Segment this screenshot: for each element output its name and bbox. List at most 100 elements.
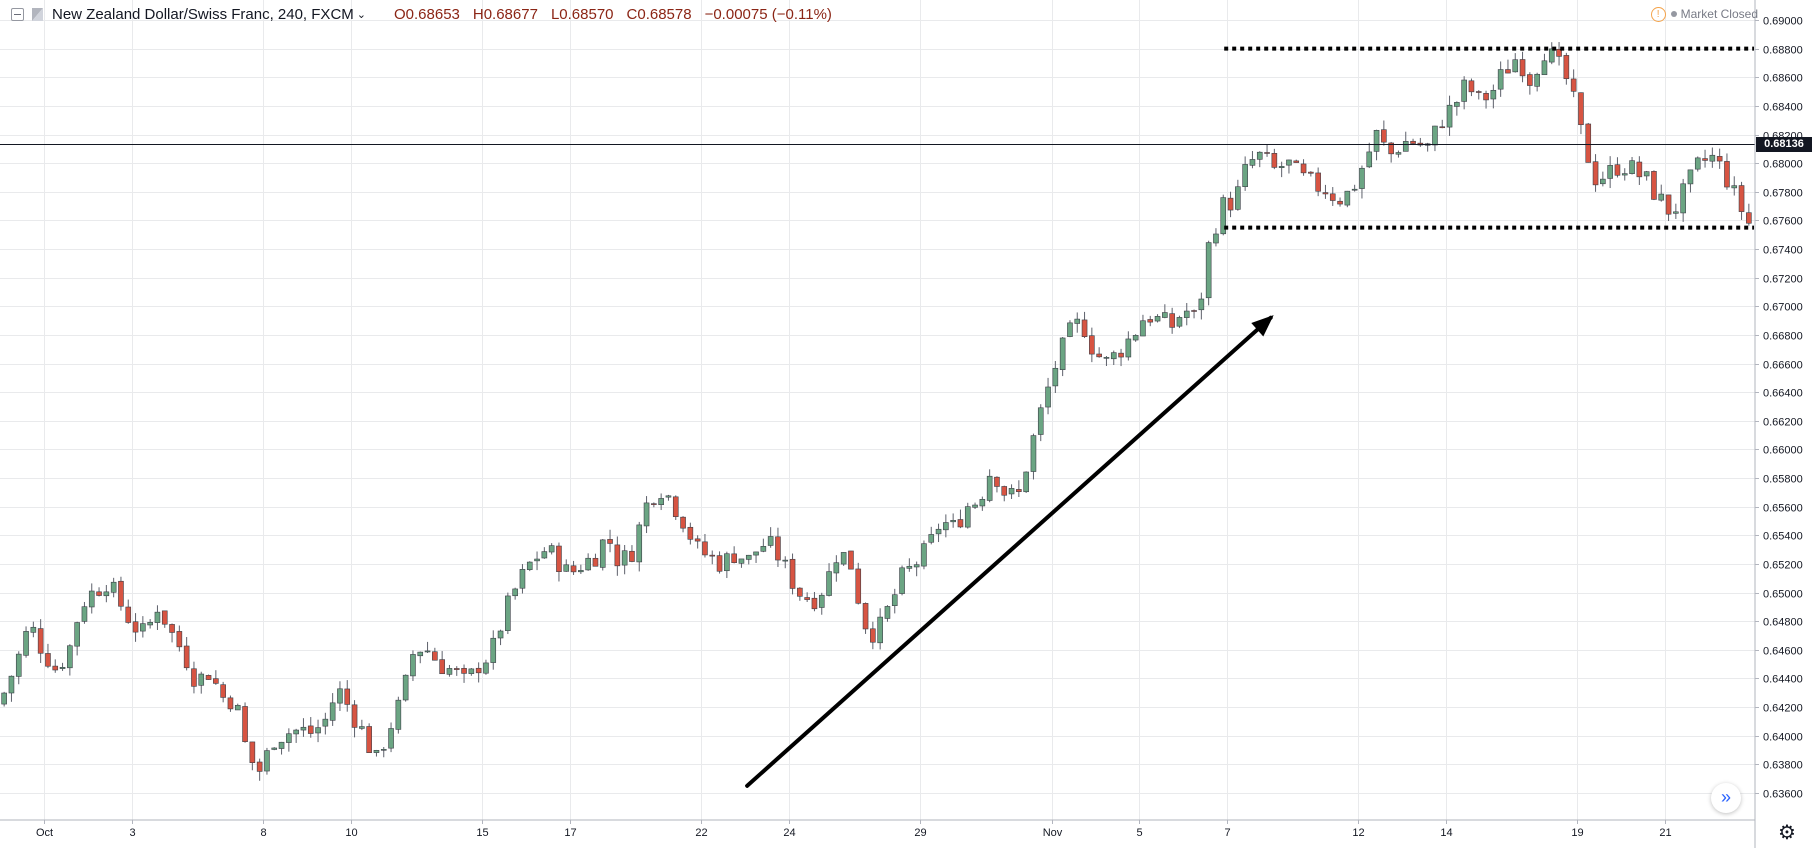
candle-body (461, 668, 467, 674)
collapse-icon[interactable] (11, 7, 24, 21)
candle-body (870, 628, 876, 643)
candle-body (570, 565, 577, 573)
price-tick-label: 0.65400 (1763, 531, 1803, 543)
candle-body (1694, 157, 1701, 170)
candle-body (1475, 91, 1482, 93)
candle-body (23, 631, 29, 656)
candle-body (519, 569, 526, 589)
chart-header: New Zealand Dollar/Swiss Franc, 240, FXC… (0, 0, 1755, 28)
candle-body (59, 667, 66, 669)
candle-body (300, 726, 307, 731)
candle-body (1570, 78, 1577, 92)
candle-body (8, 675, 15, 694)
candle-body (534, 558, 540, 562)
candle-body (264, 750, 270, 772)
candle-body (862, 603, 869, 630)
candle-body (1607, 165, 1613, 179)
candle-body (1081, 319, 1088, 338)
time-tick-label: 10 (345, 827, 357, 839)
candle-body (1023, 471, 1029, 493)
candle-body (213, 678, 219, 684)
candle-body (1461, 79, 1467, 102)
candle-body (234, 704, 241, 711)
candle-body (1665, 194, 1672, 215)
candle-body (1351, 188, 1358, 191)
price-tick-label: 0.66800 (1763, 331, 1803, 343)
candle-body (373, 749, 380, 753)
price-tick-label: 0.63600 (1763, 789, 1803, 801)
candle-body (198, 673, 205, 686)
double-chevron-right-icon[interactable]: » (1711, 783, 1741, 813)
candle-body (417, 651, 424, 657)
candle-body (1366, 151, 1373, 168)
candle-body (811, 597, 818, 610)
candle-body (1176, 317, 1183, 327)
candle-body (1337, 200, 1343, 205)
price-tick-label: 0.67400 (1763, 245, 1803, 257)
candle-body (694, 538, 701, 542)
candle-body (256, 761, 263, 772)
candle-body (74, 622, 80, 647)
price-tick-label: 0.66400 (1763, 388, 1803, 400)
candle-body (1147, 319, 1154, 323)
candle-body (585, 557, 591, 571)
candle-body (30, 626, 37, 633)
price-tick-label: 0.67200 (1763, 274, 1803, 286)
candle-body (906, 565, 913, 569)
candle-body (767, 536, 774, 546)
candle-body (1629, 160, 1635, 174)
candle-body (1556, 48, 1562, 57)
candle-body (1439, 126, 1446, 129)
time-tick-label: 12 (1352, 827, 1364, 839)
candle-body (329, 702, 336, 721)
price-tick-label: 0.67800 (1763, 188, 1803, 200)
candle-body (1614, 164, 1621, 176)
close-value: C0.68578 (626, 5, 692, 23)
candle-body (169, 624, 175, 633)
price-tick-label: 0.65600 (1763, 503, 1803, 515)
candle-body (797, 587, 803, 597)
price-tick-label: 0.65000 (1763, 589, 1803, 601)
candle-body (724, 553, 730, 572)
candle-body (1527, 74, 1533, 86)
candle-body (745, 554, 752, 560)
candle-body (96, 591, 102, 596)
price-tick-label: 0.68000 (1763, 159, 1803, 171)
candle-body (826, 571, 832, 596)
price-tick-label: 0.64200 (1763, 703, 1803, 715)
candle-body (1286, 159, 1292, 166)
candle-body (242, 706, 248, 742)
price-tick-label: 0.65200 (1763, 560, 1803, 572)
price-tick-label: 0.64600 (1763, 646, 1803, 658)
candle-body (818, 594, 825, 608)
candle-body (1402, 141, 1409, 152)
time-tick-label: 19 (1571, 827, 1583, 839)
candle-body (359, 726, 365, 729)
candle-body (709, 554, 716, 557)
candle-body (1154, 316, 1161, 322)
candle-body (1585, 123, 1592, 163)
gear-icon[interactable]: ⚙ (1778, 822, 1796, 844)
symbol-title[interactable]: New Zealand Dollar/Swiss Franc, 240, FXC… (52, 5, 354, 23)
candle-body (1702, 158, 1708, 161)
chevron-down-icon[interactable]: ⌄ (356, 8, 366, 21)
price-tick-label: 0.64400 (1763, 674, 1803, 686)
candle-body (1045, 386, 1051, 408)
price-tick-label: 0.68600 (1763, 73, 1803, 85)
candle-body (1067, 322, 1073, 337)
candle-body (1037, 407, 1044, 435)
candle-body (453, 668, 460, 670)
price-tick-label: 0.67000 (1763, 302, 1803, 314)
candle-body (1505, 69, 1511, 74)
price-tick-label: 0.64800 (1763, 617, 1803, 629)
low-value: L0.68570 (550, 5, 614, 23)
candle-body (1191, 310, 1197, 312)
candle-body (1490, 89, 1497, 100)
time-tick-label: 8 (260, 827, 266, 839)
candle-body (1600, 178, 1606, 185)
candle-body (877, 616, 883, 644)
market-status-text: Market Closed (1680, 7, 1758, 21)
time-tick-label: 7 (1224, 827, 1230, 839)
candle-body (1103, 357, 1110, 359)
